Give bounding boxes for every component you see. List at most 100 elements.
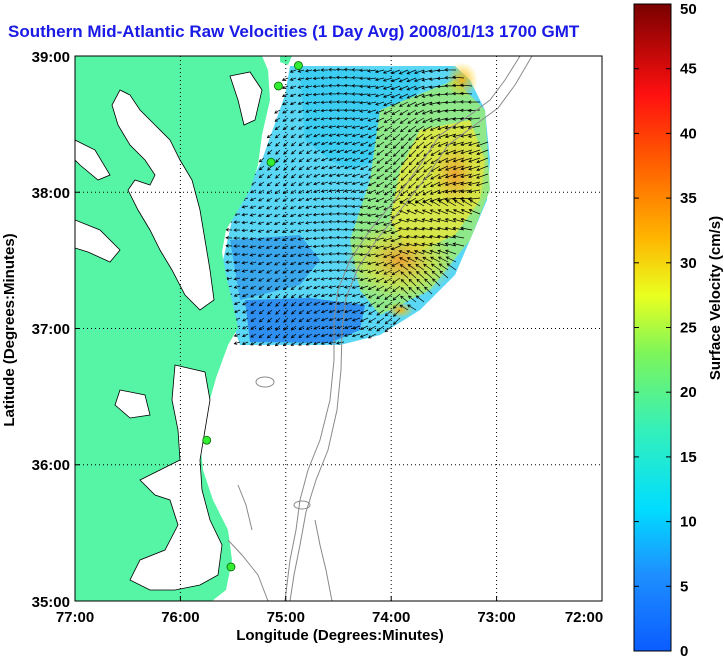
velocity-vector <box>320 84 329 88</box>
velocity-vector <box>367 205 377 210</box>
velocity-vector <box>312 100 321 105</box>
velocity-vector <box>343 83 353 88</box>
velocity-vector <box>459 108 473 113</box>
velocity-vector <box>392 173 401 181</box>
velocity-vector <box>374 245 385 250</box>
velocity-vector <box>298 341 305 346</box>
velocity-vector <box>351 244 361 248</box>
velocity-vector <box>257 269 265 274</box>
velocity-vector <box>297 197 305 202</box>
velocity-vector <box>242 309 249 314</box>
velocity-vector <box>320 125 329 129</box>
velocity-vector <box>290 125 297 130</box>
velocity-vector <box>351 204 361 209</box>
velocity-vector <box>452 173 465 179</box>
velocity-vector <box>359 165 369 170</box>
velocity-vector <box>320 181 329 185</box>
velocity-vector <box>335 108 345 112</box>
velocity-vector <box>413 77 425 83</box>
velocity-vector <box>467 133 481 138</box>
velocity-vector <box>445 165 457 171</box>
velocity-vector <box>258 277 265 282</box>
velocity-vector <box>343 116 353 121</box>
velocity-vector <box>336 341 345 345</box>
velocity-vector <box>249 221 257 225</box>
velocity-vector <box>305 245 313 249</box>
velocity-vector <box>384 301 393 309</box>
velocity-vector <box>291 157 297 163</box>
velocity-vector <box>312 220 321 225</box>
velocity-vector <box>476 165 489 172</box>
velocity-vector <box>376 309 385 316</box>
velocity-vector <box>298 317 305 323</box>
velocity-vector <box>312 109 321 113</box>
velocity-vector <box>282 133 289 139</box>
velocity-vector <box>281 237 289 241</box>
velocity-vector <box>233 260 241 265</box>
velocity-vector <box>400 125 409 133</box>
radar-station-marker <box>294 61 303 70</box>
velocity-vector <box>282 197 289 202</box>
x-tick-label: 77:00 <box>56 609 94 626</box>
velocity-vector <box>359 189 369 194</box>
velocity-vector <box>249 277 257 282</box>
velocity-vector <box>444 242 457 247</box>
velocity-vector <box>383 125 393 132</box>
velocity-vector <box>313 293 321 298</box>
velocity-vector <box>406 249 417 255</box>
velocity-vector <box>274 117 281 122</box>
velocity-vector <box>328 235 337 240</box>
velocity-vector <box>406 109 417 116</box>
velocity-vector <box>241 285 249 289</box>
velocity-vector <box>241 261 249 265</box>
velocity-vector <box>398 77 409 83</box>
velocity-vector <box>421 234 433 239</box>
velocity-vector <box>344 309 353 314</box>
velocity-vector <box>320 133 329 138</box>
velocity-vector <box>320 212 329 217</box>
velocity-vector <box>273 221 281 226</box>
velocity-vector <box>298 181 305 186</box>
velocity-vector <box>398 93 409 99</box>
velocity-vector <box>415 125 425 132</box>
velocity-vector <box>460 173 473 178</box>
velocity-vector <box>290 205 297 210</box>
velocity-vector <box>335 83 345 88</box>
velocity-vector <box>351 301 361 306</box>
velocity-vector <box>242 317 249 322</box>
colorbar-tick-label: 35 <box>680 190 697 207</box>
velocity-vector <box>320 117 329 121</box>
velocity-vector <box>414 257 425 263</box>
velocity-vector <box>312 92 321 97</box>
velocity-vector <box>469 199 481 207</box>
velocity-vector <box>475 181 489 187</box>
y-axis-title: Latitude (Degrees:Minutes) <box>1 233 18 426</box>
velocity-vector <box>328 83 337 88</box>
velocity-vector <box>374 229 385 234</box>
velocity-vector <box>305 101 313 105</box>
velocity-vector <box>445 149 457 155</box>
velocity-vector <box>306 317 313 322</box>
velocity-vector <box>366 221 377 225</box>
velocity-vector <box>225 236 233 240</box>
velocity-vector <box>320 197 329 201</box>
velocity-vector <box>281 93 289 98</box>
velocity-vector <box>266 173 273 179</box>
velocity-vector <box>297 213 305 217</box>
velocity-vector <box>376 133 385 139</box>
velocity-vector <box>413 69 425 75</box>
velocity-vector <box>467 108 481 113</box>
velocity-vector <box>460 157 473 163</box>
velocity-vector <box>416 278 425 287</box>
velocity-vector <box>452 181 465 186</box>
velocity-vector <box>291 165 297 171</box>
velocity-vector <box>320 165 329 170</box>
velocity-vector <box>335 204 345 208</box>
velocity-vector <box>336 133 345 137</box>
velocity-vector <box>320 293 329 298</box>
velocity-vector <box>383 269 393 275</box>
velocity-vector <box>416 157 425 166</box>
velocity-vector <box>298 173 305 179</box>
velocity-vector <box>290 277 297 282</box>
velocity-vector <box>343 108 353 113</box>
